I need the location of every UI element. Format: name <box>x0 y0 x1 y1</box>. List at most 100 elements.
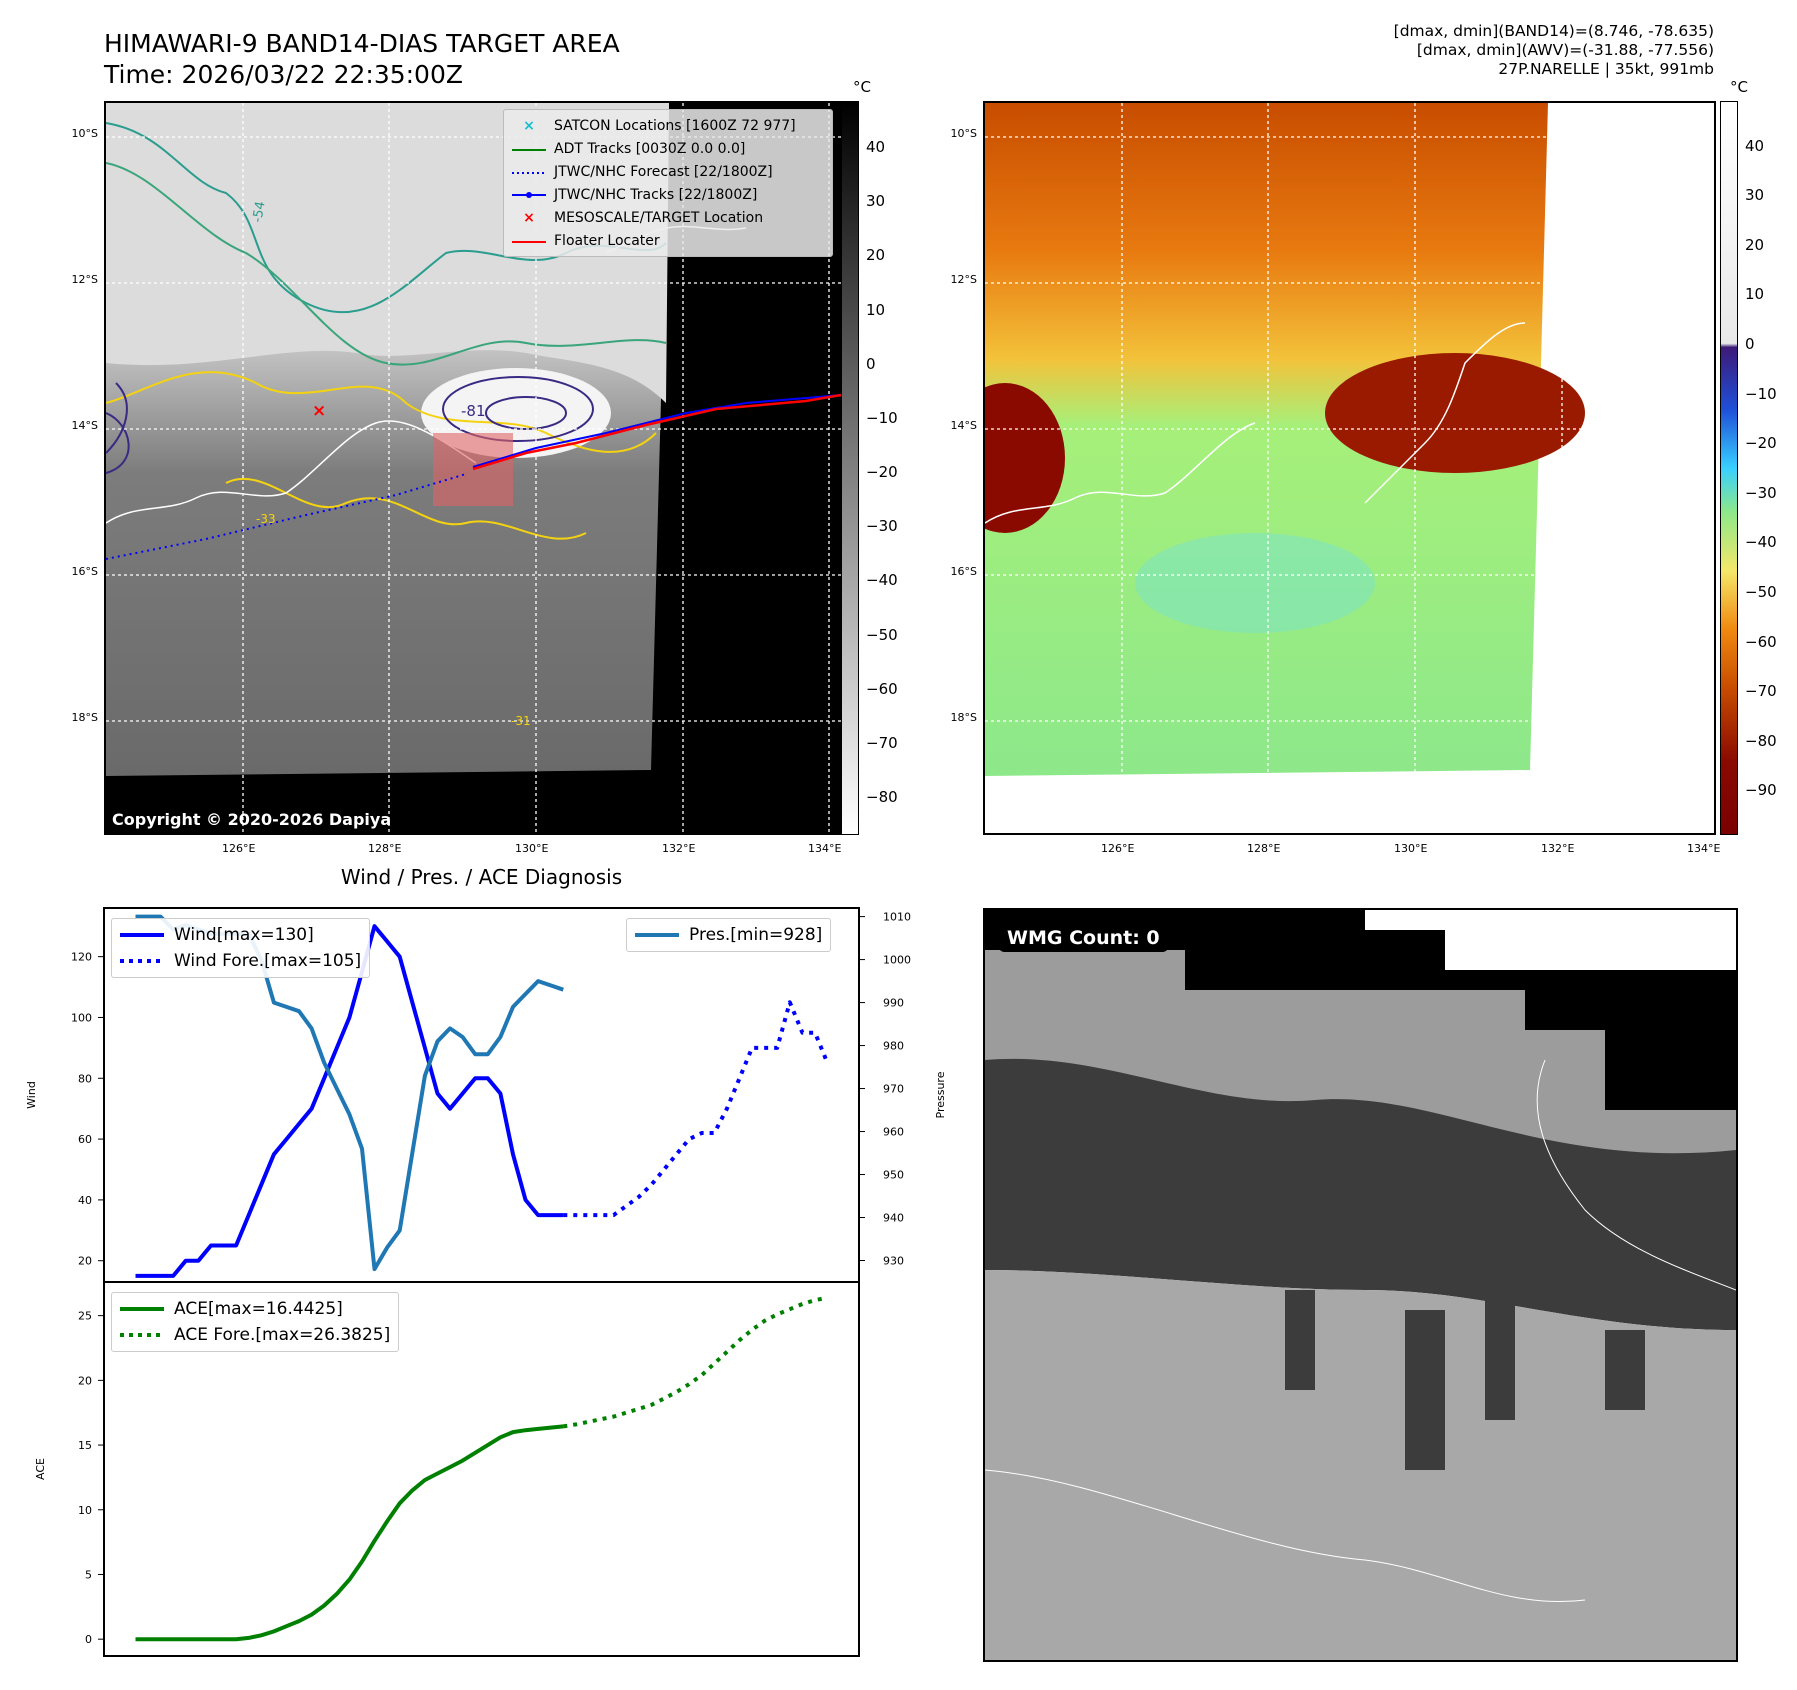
y-tick-label: 0 <box>85 1633 92 1646</box>
y-tick-label: 40 <box>78 1194 92 1207</box>
colorbar-tick-label: −10 <box>1745 384 1777 403</box>
y-tick-label: 25 <box>78 1310 92 1323</box>
legend-label: ACE Fore.[max=26.3825] <box>174 1325 391 1345</box>
lon-label: 134°E <box>1687 842 1721 855</box>
colorbar-tick-label: −80 <box>866 788 898 807</box>
floater-track <box>472 393 842 471</box>
ace-legend: ACE[max=16.4425] ACE Fore.[max=26.3825] <box>111 1292 400 1352</box>
lon-label: 126°E <box>1101 842 1135 855</box>
colorbar-tick-label: −70 <box>866 733 898 752</box>
awv-colorbar-ticks: 40 30 20 10 0 −10 −20 −30 −40 −50 −60 −70 −80 −90 <box>1745 101 1795 835</box>
colorbar-tick-label: −90 <box>1745 781 1777 800</box>
legend-item-target: × MESOSCALE/TARGET Location <box>512 206 824 229</box>
colorbar-tick-label: −50 <box>866 625 898 644</box>
lon-label: 128°E <box>1247 842 1281 855</box>
lat-label: 18°S <box>950 711 977 724</box>
awv-map-image <box>985 103 1714 833</box>
colorbar-tick-label: −40 <box>1745 533 1777 552</box>
awv-colorbar-unit: °C <box>1730 78 1748 96</box>
colorbar-tick-label: 20 <box>866 246 886 265</box>
colorbar-tick-label: 0 <box>1745 335 1755 353</box>
lon-label: 128°E <box>368 842 402 855</box>
awv-map-panel <box>983 101 1716 835</box>
y-tick-label: 5 <box>85 1568 92 1581</box>
ace-axes: 0 5 10 15 20 25 <box>78 1310 104 1646</box>
colorbar-tick-label: 40 <box>866 138 886 157</box>
legend-item-wind-forecast: Wind Fore.[max=105] <box>120 948 361 974</box>
line-icon <box>512 233 546 249</box>
map-gridlines <box>985 103 1714 833</box>
y-tick-label: 20 <box>78 1374 92 1387</box>
target-area-box <box>433 433 513 506</box>
satcon-marker-icon: × <box>523 117 535 134</box>
awv-lon-axis: 126°E 128°E 130°E 132°E 134°E <box>983 842 1743 858</box>
pressure-legend: Pres.[min=928] <box>626 918 832 952</box>
diagnosis-title: Wind / Pres. / ACE Diagnosis <box>340 865 623 889</box>
legend-label: JTWC/NHC Tracks [22/1800Z] <box>554 186 758 203</box>
lon-label: 132°E <box>1541 842 1575 855</box>
contour-label-2: -81 <box>461 402 486 420</box>
copyright-text: Copyright © 2020-2026 Dapiya <box>112 810 392 829</box>
wind-legend: Wind[max=130] Wind Fore.[max=105] <box>111 918 371 978</box>
dotted-line-icon <box>120 1333 164 1337</box>
colorbar-tick-label: −30 <box>1745 483 1777 502</box>
legend-label: Wind[max=130] <box>174 925 314 945</box>
lat-label: 14°S <box>71 419 98 432</box>
y2-tick-label: 1000 <box>883 954 911 967</box>
colorbar-tick-label: 30 <box>1745 186 1765 205</box>
colorbar-tick-label: 40 <box>1745 136 1765 155</box>
y2-tick-label: 930 <box>883 1255 904 1268</box>
target-marker: × <box>312 401 326 421</box>
y2-tick-label: 990 <box>883 997 904 1010</box>
contour-label-1: -54 <box>250 200 268 224</box>
title-block: HIMAWARI-9 BAND14-DIAS TARGET AREA Time:… <box>104 28 620 90</box>
wmg-count-badge: WMG Count: 0 <box>999 924 1168 952</box>
colorbar-tick-label: −60 <box>1745 632 1777 651</box>
legend-label: ADT Tracks [0030Z 0.0 0.0] <box>554 140 746 157</box>
colorbar-tick-label: −50 <box>1745 582 1777 601</box>
legend-item-satcon: × SATCON Locations [1600Z 72 977] <box>512 114 824 137</box>
y-tick-label: 80 <box>78 1072 92 1085</box>
lon-label: 126°E <box>222 842 256 855</box>
lat-label: 12°S <box>950 273 977 286</box>
series-line <box>135 1424 564 1642</box>
legend-item-adt: ADT Tracks [0030Z 0.0 0.0] <box>512 137 824 160</box>
contour-label-4: -31 <box>511 714 531 728</box>
legend-label: ACE[max=16.4425] <box>174 1299 343 1319</box>
ir-colorbar <box>841 101 859 835</box>
y-tick-label: 100 <box>71 1011 92 1024</box>
y-tick-label: 20 <box>78 1255 92 1268</box>
y-tick-label: 15 <box>78 1439 92 1452</box>
y2-tick-label: 960 <box>883 1126 904 1139</box>
contour-label-3: -33 <box>256 512 276 526</box>
line-icon <box>512 141 546 157</box>
ace-axis-label: ACE <box>34 1458 47 1480</box>
legend-item-pressure: Pres.[min=928] <box>635 922 822 948</box>
colorbar-tick-label: −30 <box>866 517 898 536</box>
ir-lat-axis: 10°S 12°S 14°S 16°S 18°S <box>54 101 102 835</box>
wind-axis-label: Wind <box>25 1081 38 1109</box>
pressure-axis-label: Pressure <box>934 1071 947 1118</box>
legend-item-floater: Floater Locater <box>512 229 824 252</box>
lat-label: 10°S <box>950 127 977 140</box>
ir-colorbar-unit: °C <box>853 78 871 96</box>
y2-tick-label: 1010 <box>883 911 911 924</box>
dotted-line-icon <box>512 164 546 180</box>
colorbar-tick-label: 30 <box>866 192 886 211</box>
lon-label: 130°E <box>515 842 549 855</box>
awv-colorbar <box>1720 101 1738 835</box>
lat-label: 18°S <box>71 711 98 724</box>
series-line <box>562 1295 828 1429</box>
lon-label: 130°E <box>1394 842 1428 855</box>
lon-label: 132°E <box>662 842 696 855</box>
solid-line-icon <box>120 1307 164 1311</box>
lon-label: 134°E <box>808 842 842 855</box>
colorbar-tick-label: −20 <box>1745 434 1777 453</box>
wmg-image <box>985 910 1736 1660</box>
solid-line-icon <box>635 933 679 937</box>
y2-tick-label: 980 <box>883 1040 904 1053</box>
legend-label: Wind Fore.[max=105] <box>174 951 362 971</box>
lat-label: 12°S <box>71 273 98 286</box>
legend-label: MESOSCALE/TARGET Location <box>554 209 764 226</box>
forecast-track <box>106 473 467 560</box>
